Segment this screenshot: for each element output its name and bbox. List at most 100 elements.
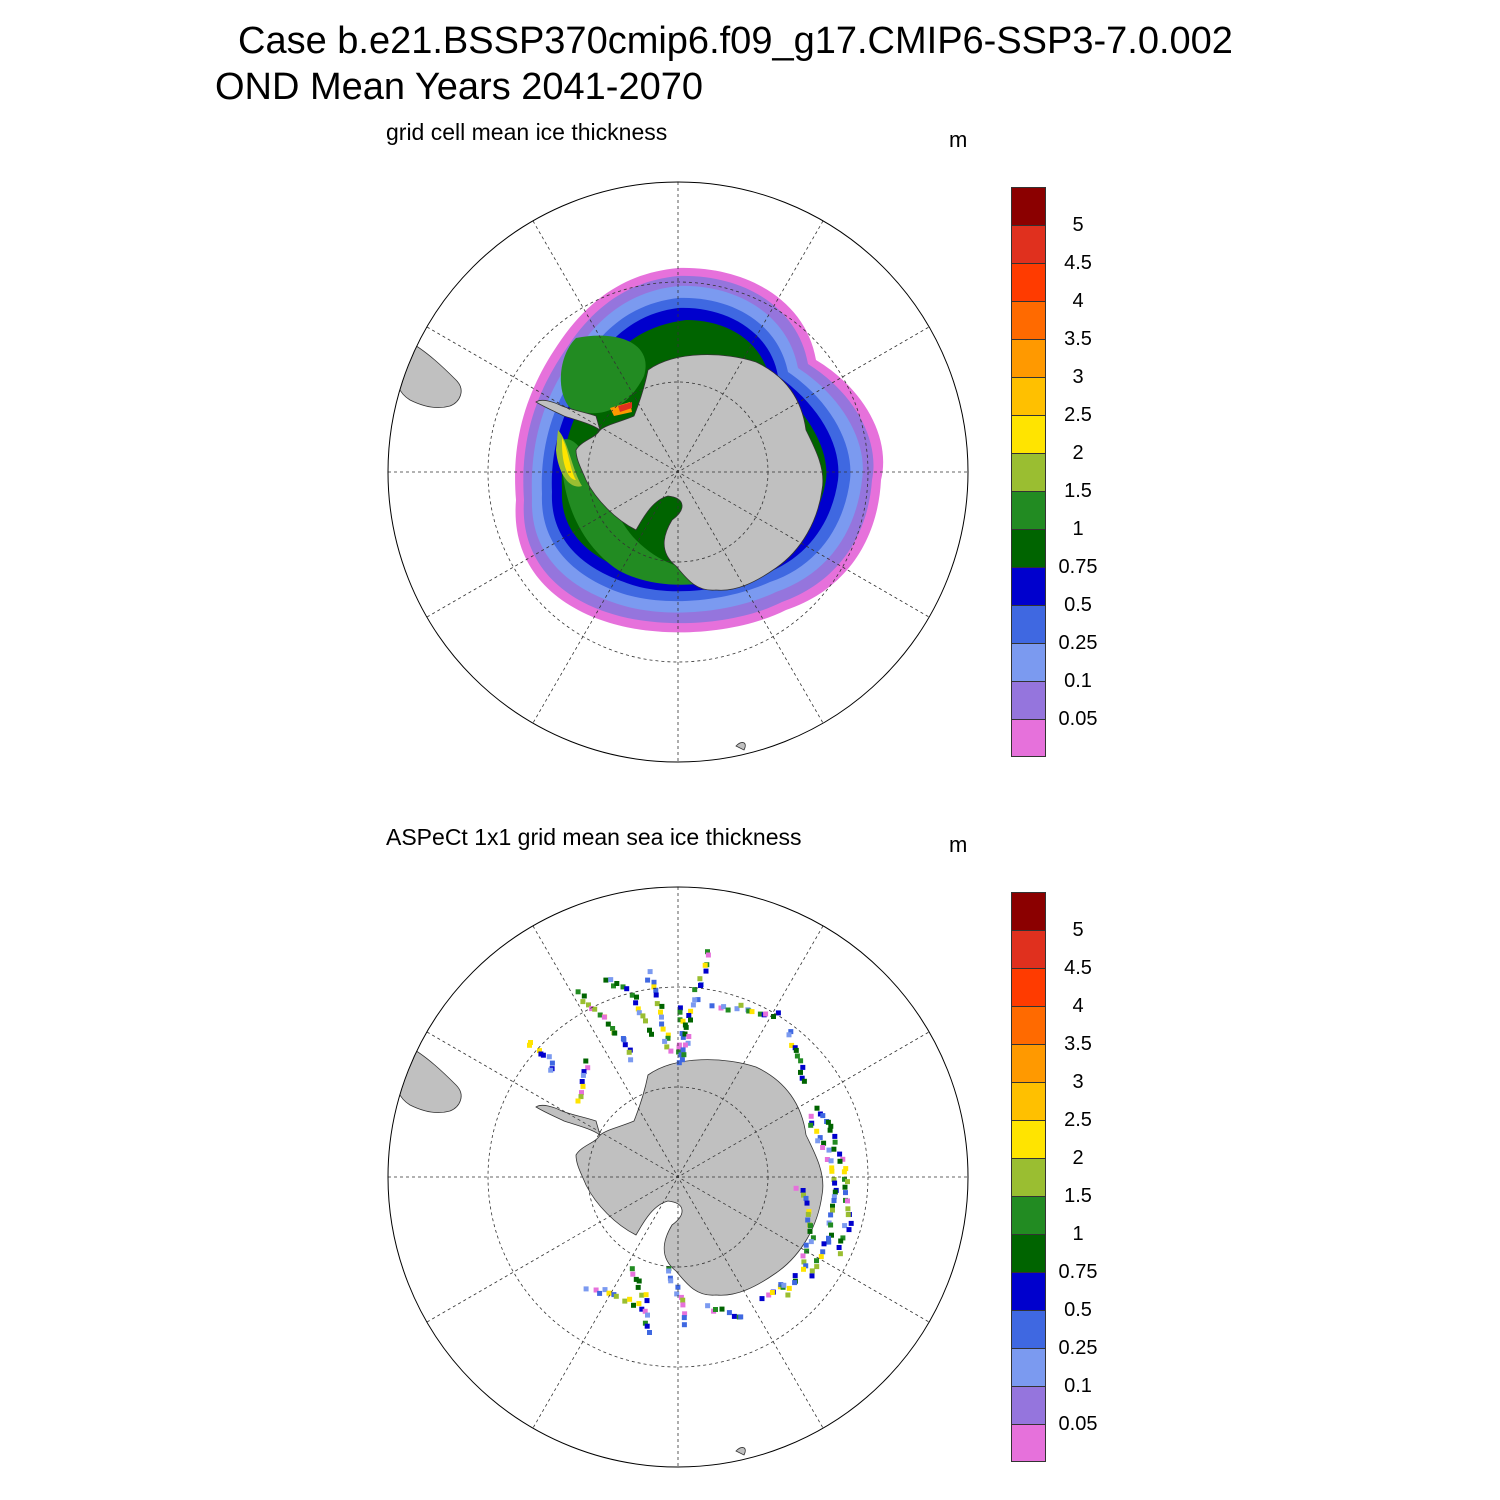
observation-cell bbox=[640, 1013, 646, 1019]
observation-cell bbox=[546, 1054, 552, 1060]
observation-cell bbox=[680, 1034, 686, 1040]
colorbar-label: 3.5 bbox=[1064, 1033, 1092, 1055]
map-graticule bbox=[388, 887, 968, 1467]
observation-cell bbox=[528, 1040, 533, 1045]
observation-cell bbox=[826, 1147, 832, 1153]
new-zealand-landmass bbox=[735, 1447, 746, 1456]
observation-cell bbox=[843, 1190, 848, 1196]
observation-cell bbox=[759, 1296, 765, 1302]
observation-cell bbox=[792, 1280, 798, 1286]
observation-cell bbox=[725, 1007, 731, 1013]
observation-cell bbox=[814, 1258, 819, 1264]
colorbar-box bbox=[1011, 263, 1046, 301]
observation-cell bbox=[680, 1302, 686, 1308]
colorbar-label: 0.25 bbox=[1058, 1337, 1098, 1359]
colorbar-box bbox=[1011, 1120, 1046, 1158]
observation-cell bbox=[644, 1323, 650, 1329]
map-boundary bbox=[387, 886, 969, 1468]
observation-cell bbox=[840, 1156, 846, 1162]
observation-cell bbox=[580, 999, 586, 1005]
observation-cell bbox=[826, 1235, 831, 1241]
colorbar-box bbox=[1011, 491, 1046, 529]
observation-cell bbox=[800, 1253, 806, 1259]
observation-cell bbox=[848, 1220, 854, 1226]
observation-cell bbox=[826, 1239, 832, 1245]
colorbar-box bbox=[1011, 1196, 1046, 1234]
observation-cell bbox=[814, 1264, 820, 1270]
colorbar-label: 2.5 bbox=[1064, 404, 1092, 426]
observation-cell bbox=[697, 976, 703, 982]
colorbar-label: 1 bbox=[1072, 518, 1084, 540]
observation-cell bbox=[731, 1313, 737, 1319]
observation-cell bbox=[676, 1044, 682, 1050]
observation-cell bbox=[801, 1192, 806, 1198]
colorbar-box bbox=[1011, 1272, 1046, 1310]
observation-cell bbox=[827, 1127, 833, 1133]
observation-cell bbox=[807, 1228, 813, 1234]
colorbar-box bbox=[1011, 377, 1046, 415]
observation-cell bbox=[647, 1027, 652, 1033]
observation-cell bbox=[832, 1180, 838, 1186]
observation-cell bbox=[685, 1040, 691, 1046]
colorbar-box bbox=[1011, 453, 1046, 491]
observation-cell bbox=[688, 1008, 694, 1014]
observation-cell bbox=[793, 1185, 799, 1191]
observation-cell bbox=[746, 1008, 752, 1014]
observation-cell bbox=[580, 1083, 586, 1089]
observation-cell bbox=[593, 1287, 599, 1293]
observation-cell bbox=[583, 1058, 589, 1064]
observation-cell bbox=[788, 1029, 794, 1035]
observation-cell bbox=[631, 1302, 636, 1308]
observation-cell bbox=[821, 1140, 827, 1146]
colorbar-label: 4 bbox=[1072, 290, 1084, 312]
figure-title-case: Case b.e21.BSSP370cmip6.f09_g17.CMIP6-SS… bbox=[238, 20, 1233, 62]
observation-cell bbox=[805, 1217, 811, 1223]
colorbar-label: 4 bbox=[1072, 995, 1084, 1017]
observation-cell bbox=[678, 1294, 684, 1300]
panel2-unit: m bbox=[949, 832, 968, 857]
observation-cell bbox=[610, 1026, 616, 1031]
observation-cell bbox=[633, 1276, 639, 1282]
observation-cell bbox=[662, 1038, 668, 1044]
antarctic-peninsula bbox=[535, 399, 601, 432]
observation-cell bbox=[679, 1057, 685, 1063]
colorbar-label: 1 bbox=[1072, 1223, 1084, 1245]
panel2-colorbar bbox=[1011, 892, 1046, 1462]
observation-cell bbox=[581, 1069, 587, 1075]
colorbar-label: 2.5 bbox=[1064, 1109, 1092, 1131]
observation-cell bbox=[845, 1179, 850, 1185]
observation-cell bbox=[829, 1168, 835, 1174]
observation-cell bbox=[649, 1031, 654, 1037]
colorbar-box bbox=[1011, 1234, 1046, 1272]
observation-cell bbox=[586, 1002, 591, 1008]
observation-cell bbox=[675, 1284, 681, 1290]
observation-cell bbox=[709, 1003, 715, 1009]
observation-cell bbox=[757, 1011, 763, 1017]
observation-cell bbox=[808, 1113, 814, 1119]
observation-cell bbox=[810, 1235, 816, 1241]
panel2-title: ASPeCt 1x1 grid mean sea ice thickness bbox=[386, 824, 802, 850]
observation-cell bbox=[681, 1315, 687, 1321]
colorbar-label: 2 bbox=[1072, 1147, 1084, 1169]
colorbar-label: 0.25 bbox=[1058, 632, 1098, 654]
observation-cell bbox=[665, 1035, 671, 1041]
observation-cell bbox=[602, 1287, 608, 1293]
observation-cell bbox=[581, 993, 587, 999]
observation-cell bbox=[794, 1053, 800, 1059]
observation-cell bbox=[789, 1042, 795, 1048]
observation-cell bbox=[668, 1048, 674, 1054]
observation-cell bbox=[842, 1223, 848, 1229]
observation-cell bbox=[665, 1032, 671, 1038]
observation-cell bbox=[658, 1009, 663, 1015]
observation-cell bbox=[820, 1249, 826, 1255]
colorbar-box bbox=[1011, 187, 1046, 225]
colorbar-label: 1.5 bbox=[1064, 1185, 1092, 1207]
observation-cell bbox=[702, 962, 708, 968]
observation-cell bbox=[668, 1278, 674, 1284]
observation-cell bbox=[806, 1209, 812, 1215]
observation-cell bbox=[831, 1198, 837, 1203]
observation-cell bbox=[828, 1222, 834, 1228]
observation-cell bbox=[580, 1072, 586, 1078]
observation-cell bbox=[781, 1282, 787, 1288]
observation-cell bbox=[622, 1298, 628, 1304]
